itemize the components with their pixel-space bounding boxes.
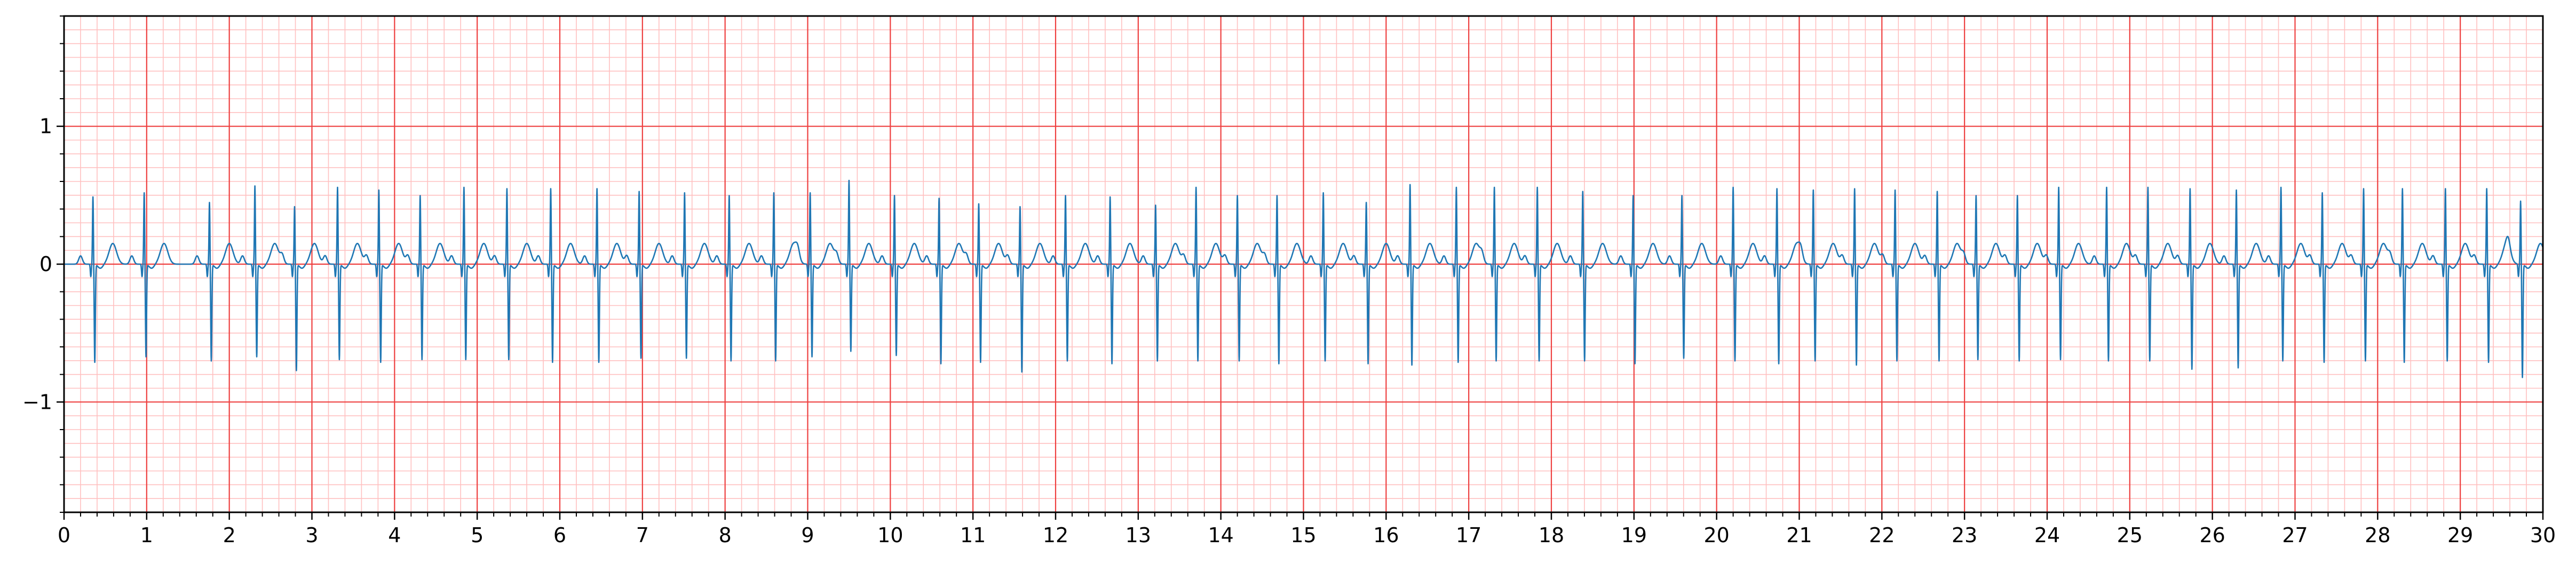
y-tick-label: 1 (39, 115, 52, 138)
x-tick-label: 25 (2117, 524, 2143, 547)
x-tick-label: 15 (1290, 524, 1316, 547)
x-tick-label: 21 (1786, 524, 1812, 547)
ecg-trace-line (64, 179, 2544, 378)
x-tick-label: 8 (719, 524, 732, 547)
x-tick-label: 2 (223, 524, 236, 547)
x-tick-label: 22 (1869, 524, 1895, 547)
x-tick-label: 5 (471, 524, 484, 547)
ecg-trace-layer (64, 179, 2544, 378)
y-tick-label: 0 (39, 252, 52, 276)
major-grid (63, 16, 2544, 512)
x-tick-label: 14 (1208, 524, 1233, 547)
x-axis: 0 1 2 3 4 5 6 7 8 9 10 11 12 13 14 15 16 17 18 19 20 21 22 23 24… (58, 512, 2556, 547)
x-tick-label: 19 (1621, 524, 1647, 547)
x-tick-label: 11 (960, 524, 986, 547)
x-tick-label: 9 (801, 524, 814, 547)
y-axis: 1 0 −1 (22, 15, 64, 513)
x-tick-label: 7 (636, 524, 649, 547)
y-tick-label: −1 (22, 390, 52, 414)
x-tick-label: 10 (877, 524, 903, 547)
x-tick-label: 0 (58, 524, 70, 547)
x-tick-label: 30 (2530, 524, 2556, 547)
x-tick-label: 20 (1703, 524, 1729, 547)
x-tick-label: 4 (388, 524, 401, 547)
x-tick-label: 13 (1125, 524, 1151, 547)
x-tick-label: 27 (2282, 524, 2308, 547)
x-tick-label: 6 (553, 524, 566, 547)
x-tick-label: 18 (1539, 524, 1564, 547)
x-tick-label: 26 (2199, 524, 2225, 547)
x-tick-label: 24 (2034, 524, 2060, 547)
x-tick-label: 17 (1456, 524, 1481, 547)
x-tick-label: 12 (1043, 524, 1068, 547)
x-tick-label: 1 (140, 524, 153, 547)
x-tick-label: 29 (2447, 524, 2473, 547)
x-tick-label: 23 (1952, 524, 1977, 547)
x-tick-label: 3 (305, 524, 318, 547)
x-tick-label: 28 (2365, 524, 2390, 547)
x-tick-label: 16 (1373, 524, 1399, 547)
